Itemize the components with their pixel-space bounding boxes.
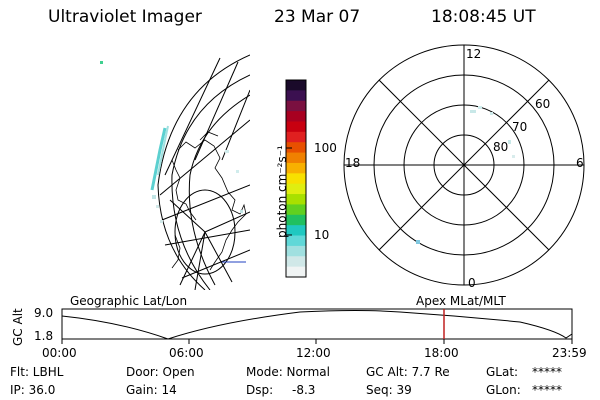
altitude-plot	[61, 308, 573, 344]
time-label: 18:08:45 UT	[431, 7, 536, 27]
altitude-y-label: GC Alt	[11, 308, 25, 346]
mlat-label-70: 70	[512, 120, 528, 134]
gain-status: Gain: 14	[126, 383, 177, 397]
dsp-value: -8.3	[292, 383, 316, 397]
date-label: 23 Mar 07	[274, 7, 361, 27]
mlt-label-18: 18	[345, 156, 361, 170]
geographic-label: Geographic Lat/Lon	[70, 294, 188, 308]
glat-value: *****	[532, 365, 562, 379]
ip-status: IP: 36.0	[10, 383, 56, 397]
mlat-label-60: 60	[535, 97, 551, 111]
glon-label: GLon:	[486, 383, 521, 397]
color-bar-segment	[286, 204, 306, 216]
color-bar-segment	[286, 266, 306, 278]
color-bar-segment	[286, 121, 306, 133]
time-tick-1800: 18:00	[424, 346, 459, 360]
mlt-label-12: 12	[466, 47, 482, 61]
color-bar-tick-100: 100	[314, 141, 337, 155]
color-bar-segment	[286, 80, 306, 91]
color-bar-tick-10: 10	[314, 228, 330, 242]
time-tick-0600: 06:00	[169, 346, 204, 360]
filter-status: Flt: LBHL	[10, 365, 64, 379]
apex-label: Apex MLat/MLT	[416, 294, 506, 308]
time-tick-1200: 12:00	[296, 346, 331, 360]
color-bar-segment	[286, 194, 306, 206]
door-status: Door: Open	[126, 365, 195, 379]
gc-alt-status: GC Alt: 7.7 Re	[366, 365, 450, 379]
color-bar-segment	[286, 183, 306, 195]
color-bar-segment	[286, 131, 306, 143]
color-bar-segment	[286, 111, 306, 123]
stray-pixel	[100, 61, 103, 64]
color-bar-frame	[285, 79, 307, 278]
color-bar-unit-label: photon cm⁻²s⁻¹	[275, 145, 289, 238]
color-bar-segment	[286, 142, 306, 154]
time-tick-0000: 00:00	[42, 346, 77, 360]
color-bar-segment	[286, 152, 306, 164]
color-bar	[286, 80, 306, 278]
altitude-curve	[61, 310, 573, 340]
instrument-title: Ultraviolet Imager	[48, 7, 202, 27]
color-bar-segment	[286, 100, 306, 112]
color-bar-segment	[286, 245, 306, 257]
color-bar-segment	[286, 214, 306, 226]
glon-value: *****	[532, 383, 562, 397]
color-bar-segment	[286, 225, 306, 237]
color-bar-segment	[286, 90, 306, 102]
color-bar-segment	[286, 256, 306, 268]
mlat-label-80: 80	[493, 140, 509, 154]
geographic-map	[150, 54, 250, 290]
time-tick-2359: 23:59	[552, 346, 587, 360]
altitude-y-min: 1.8	[34, 329, 54, 343]
mlt-label-6: 6	[576, 156, 584, 170]
glat-label: GLat:	[486, 365, 519, 379]
altitude-y-max: 9.0	[34, 306, 54, 320]
color-bar-segment	[286, 235, 306, 247]
color-bar-segment	[286, 173, 306, 185]
mlt-label-0: 0	[468, 276, 476, 290]
mode-status: Mode: Normal	[246, 365, 330, 379]
polar-plot	[343, 44, 585, 286]
seq-status: Seq: 39	[366, 383, 412, 397]
dsp-label: Dsp:	[246, 383, 274, 397]
polar-aurora	[416, 106, 515, 244]
color-bar-segment	[286, 162, 306, 174]
